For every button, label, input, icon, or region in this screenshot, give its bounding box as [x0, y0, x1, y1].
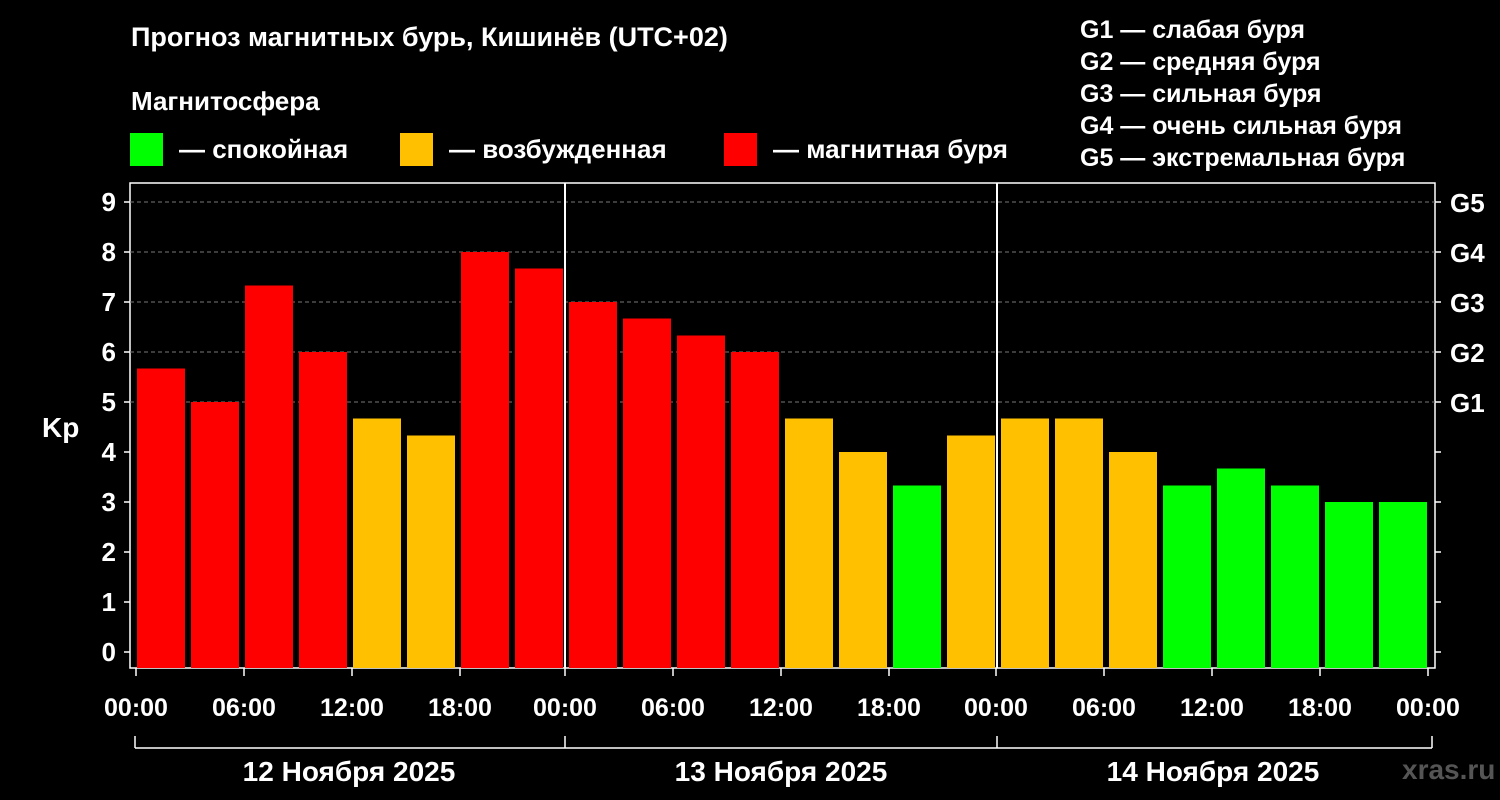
kp-bar [623, 318, 671, 668]
kp-bar [353, 418, 401, 668]
legend-label-quiet: — спокойная [179, 134, 349, 164]
y-tick-label: 6 [102, 337, 116, 367]
legend-item-active: — возбужденная [400, 133, 667, 166]
x-tick-label: 00:00 [104, 694, 168, 722]
g-scale-item: G4 — очень сильная буря [1080, 112, 1402, 140]
g-scale-legend: G1 — слабая буря G2 — средняя буря G3 — … [1080, 14, 1405, 174]
g-level-label: G4 [1450, 238, 1485, 268]
g-scale-item: G2 — средняя буря [1080, 48, 1321, 76]
y-tick-label: 9 [102, 187, 116, 217]
kp-bar [731, 352, 779, 668]
x-tick-label: 18:00 [1288, 694, 1352, 722]
kp-bar [407, 435, 455, 668]
g-scale-item: G5 — экстремальная буря [1080, 144, 1406, 172]
legend-swatch-quiet [130, 133, 163, 166]
kp-bar [839, 452, 887, 668]
kp-bar [1379, 502, 1427, 668]
y-tick-label: 5 [102, 387, 116, 417]
kp-bar [947, 435, 995, 668]
kp-bar [1217, 468, 1265, 668]
y-tick-label: 1 [102, 587, 116, 617]
x-tick-label: 12:00 [1180, 694, 1244, 722]
x-tick-label: 00:00 [1396, 694, 1460, 722]
kp-bar [1001, 418, 1049, 668]
kp-bar [1109, 452, 1157, 668]
magnetosphere-label: Магнитосфера [131, 86, 320, 116]
legend-swatch-storm [724, 133, 757, 166]
y-tick-label: 7 [102, 287, 116, 317]
y-tick-label: 8 [102, 237, 116, 267]
kp-bar [461, 252, 509, 668]
watermark: xras.ru [1402, 754, 1496, 785]
g-scale-item: G3 — сильная буря [1080, 80, 1322, 108]
x-tick-label: 12:00 [749, 694, 813, 722]
kp-bar [515, 268, 563, 668]
kp-bar [1055, 418, 1103, 668]
x-tick-label: 00:00 [533, 694, 597, 722]
y-tick-label: 3 [102, 487, 116, 517]
g-level-label: G5 [1450, 188, 1485, 218]
legend-label-storm: — магнитная буря [773, 134, 1008, 164]
x-tick-label: 18:00 [428, 694, 492, 722]
y-tick-label: 4 [102, 437, 117, 467]
x-tick-label: 18:00 [857, 694, 921, 722]
legend-item-quiet: — спокойная [130, 133, 348, 166]
kp-bar [785, 418, 833, 668]
g-level-label: G1 [1450, 388, 1485, 418]
kp-bar [299, 352, 347, 668]
x-tick-label: 06:00 [1072, 694, 1136, 722]
legend-item-storm: — магнитная буря [724, 133, 1008, 166]
day-label: 14 Ноября 2025 [1107, 756, 1320, 787]
y-tick-label: 2 [102, 537, 116, 567]
g-level-label: G3 [1450, 288, 1485, 318]
g-level-label: G2 [1450, 338, 1485, 368]
kp-bar [569, 302, 617, 668]
chart-title: Прогноз магнитных бурь, Кишинёв (UTC+02) [131, 22, 728, 52]
kp-bar [893, 485, 941, 668]
legend-swatch-active [400, 133, 433, 166]
x-tick-label: 12:00 [320, 694, 384, 722]
plot-frame [129, 182, 1436, 669]
g-scale-item: G1 — слабая буря [1080, 16, 1306, 44]
x-tick-label: 06:00 [641, 694, 705, 722]
day-label: 13 Ноября 2025 [675, 756, 888, 787]
kp-bar [191, 402, 239, 668]
y-tick-label: 0 [102, 637, 116, 667]
kp-bar [245, 285, 293, 668]
y-axis-label: Kp [42, 412, 80, 443]
kp-bar [1325, 502, 1373, 668]
x-tick-label: 00:00 [964, 694, 1028, 722]
legend-label-active: — возбужденная [449, 134, 667, 164]
day-label: 12 Ноября 2025 [243, 756, 456, 787]
x-tick-label: 06:00 [212, 694, 276, 722]
kp-bar [137, 368, 185, 668]
kp-bar [1163, 485, 1211, 668]
kp-bar [677, 335, 725, 668]
kp-bar [1271, 485, 1319, 668]
